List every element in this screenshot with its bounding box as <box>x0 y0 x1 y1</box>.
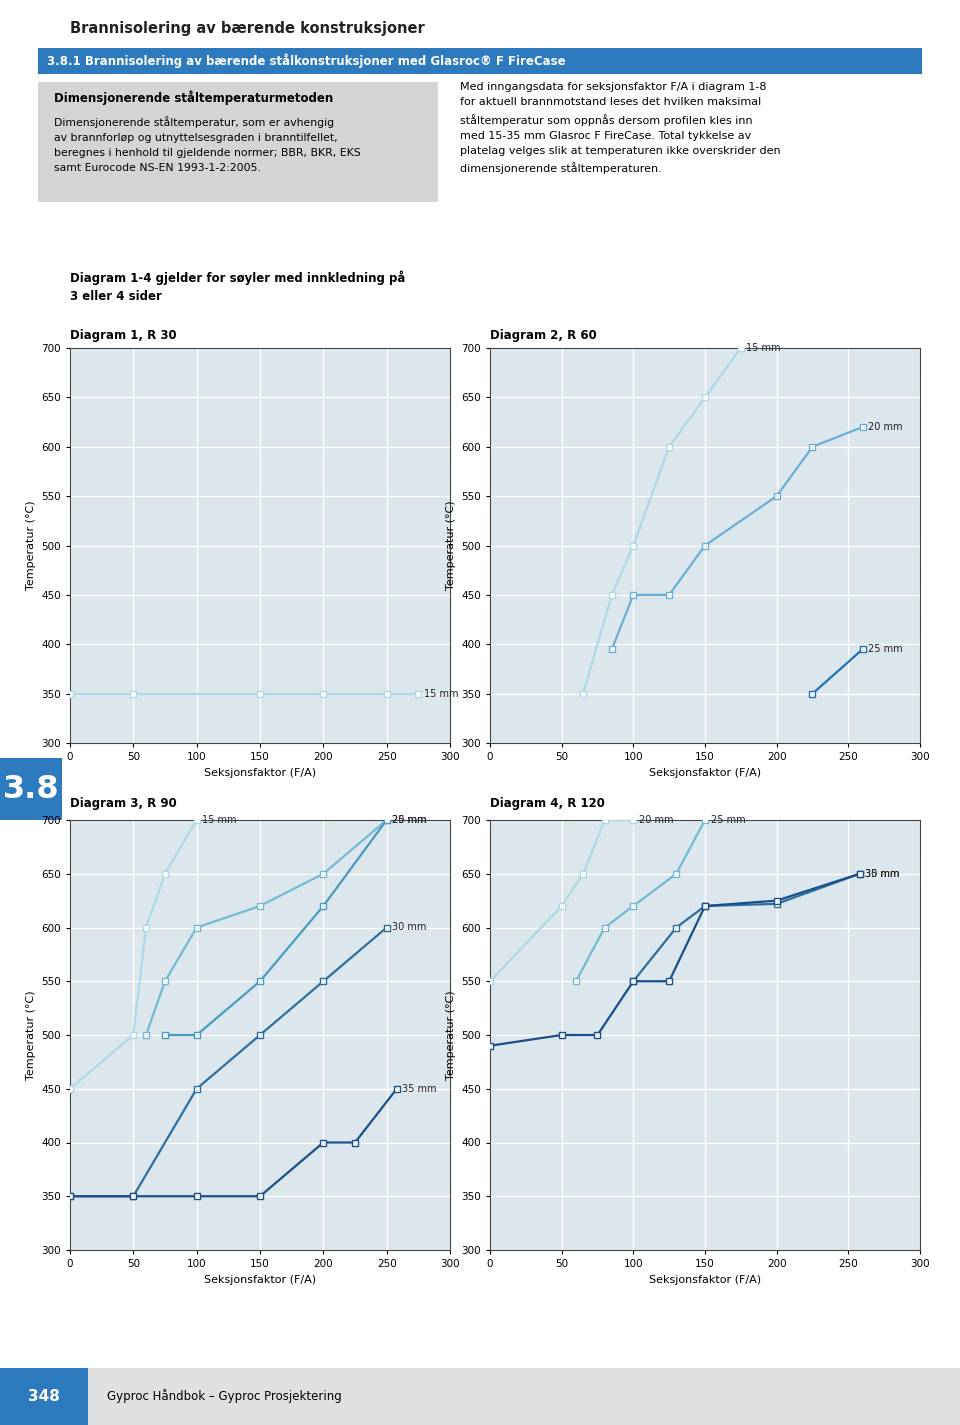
Text: 348: 348 <box>28 1389 60 1404</box>
Y-axis label: Temperatur (°C): Temperatur (°C) <box>26 500 36 590</box>
Text: 3.8: 3.8 <box>3 774 60 805</box>
Text: 25 mm: 25 mm <box>393 815 427 825</box>
Y-axis label: Temperatur (°C): Temperatur (°C) <box>26 990 36 1080</box>
Text: 25 mm: 25 mm <box>710 815 745 825</box>
Text: 15 mm: 15 mm <box>746 343 780 353</box>
X-axis label: Seksjonsfaktor (F/A): Seksjonsfaktor (F/A) <box>649 768 761 778</box>
Text: Diagram 4, R 120: Diagram 4, R 120 <box>490 797 605 809</box>
Text: 30 mm: 30 mm <box>865 869 900 879</box>
Text: 35 mm: 35 mm <box>402 1084 437 1094</box>
Text: Dimensjonerende ståltemperatur, som er avhengig
av brannforløp og utnyttelsesgra: Dimensjonerende ståltemperatur, som er a… <box>54 115 361 172</box>
Text: 20 mm: 20 mm <box>639 815 673 825</box>
Text: 3.8.1 Brannisolering av bærende stålkonstruksjoner med Glasroc® F FireCase: 3.8.1 Brannisolering av bærende stålkons… <box>47 54 565 68</box>
Text: Brannisolering av bærende konstruksjoner: Brannisolering av bærende konstruksjoner <box>70 21 424 37</box>
X-axis label: Seksjonsfaktor (F/A): Seksjonsfaktor (F/A) <box>204 768 316 778</box>
Text: Gyproc Håndbok – Gyproc Prosjektering: Gyproc Håndbok – Gyproc Prosjektering <box>108 1389 342 1404</box>
Y-axis label: Temperatur (°C): Temperatur (°C) <box>445 500 456 590</box>
Text: 15 mm: 15 mm <box>203 815 237 825</box>
Text: 15 mm: 15 mm <box>424 688 458 698</box>
Text: Med inngangsdata for seksjonsfaktor F/A i diagram 1-8
for aktuell brannmotstand : Med inngangsdata for seksjonsfaktor F/A … <box>460 83 780 174</box>
Text: 20 mm: 20 mm <box>868 422 902 432</box>
Y-axis label: Temperatur (°C): Temperatur (°C) <box>445 990 456 1080</box>
Text: 25 mm: 25 mm <box>868 644 902 654</box>
Text: Diagram 1-4 gjelder for søyler med innkledning på
3 eller 4 sider: Diagram 1-4 gjelder for søyler med innkl… <box>70 269 405 304</box>
Text: Diagram 2, R 60: Diagram 2, R 60 <box>490 329 597 342</box>
Text: 30 mm: 30 mm <box>393 922 426 932</box>
Bar <box>0 1368 88 1425</box>
X-axis label: Seksjonsfaktor (F/A): Seksjonsfaktor (F/A) <box>204 1274 316 1284</box>
Text: 20 mm: 20 mm <box>393 815 427 825</box>
Text: Dimensjonerende ståltemperaturmetoden: Dimensjonerende ståltemperaturmetoden <box>54 90 333 105</box>
X-axis label: Seksjonsfaktor (F/A): Seksjonsfaktor (F/A) <box>649 1274 761 1284</box>
Text: 35 mm: 35 mm <box>865 869 900 879</box>
Text: Diagram 1, R 30: Diagram 1, R 30 <box>70 329 177 342</box>
Text: Diagram 3, R 90: Diagram 3, R 90 <box>70 797 177 809</box>
